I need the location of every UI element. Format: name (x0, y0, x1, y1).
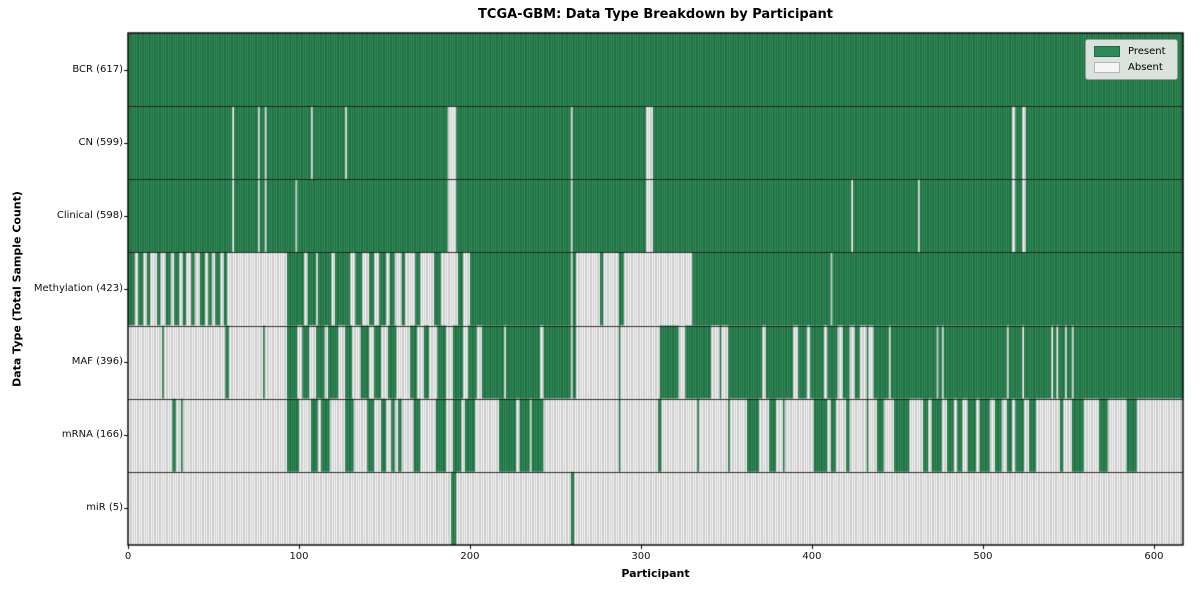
legend-item-present: Present (1094, 46, 1169, 57)
y-tick-label: CN (599) (78, 136, 123, 148)
legend-item-absent: Absent (1094, 62, 1169, 73)
x-tick-label: 300 (631, 551, 651, 562)
x-tick-label: 600 (1144, 551, 1164, 562)
y-tick-label: MAF (396) (71, 356, 123, 368)
legend-label-absent: Absent (1128, 62, 1163, 73)
legend: Present Absent (1085, 39, 1178, 80)
chart-title: TCGA-GBM: Data Type Breakdown by Partici… (478, 7, 833, 22)
present-swatch (1094, 46, 1120, 57)
legend-label-present: Present (1128, 46, 1166, 57)
y-tick-label: mRNA (166) (61, 429, 123, 441)
y-tick-label: Clinical (598) (56, 209, 123, 221)
x-tick-label: 200 (460, 551, 480, 562)
y-tick-label: miR (5) (86, 502, 123, 514)
y-axis-label: Data Type (Total Sample Count) (10, 191, 24, 387)
y-tick-label: Methylation (423) (33, 283, 123, 294)
x-tick-label: 100 (289, 551, 309, 562)
x-tick-label: 0 (124, 551, 132, 562)
x-tick-label: 400 (802, 551, 822, 562)
x-tick-label: 500 (973, 551, 993, 562)
y-tick-label: BCR (617) (72, 63, 123, 75)
x-axis-label: Participant (621, 567, 690, 580)
absent-swatch (1094, 62, 1120, 73)
